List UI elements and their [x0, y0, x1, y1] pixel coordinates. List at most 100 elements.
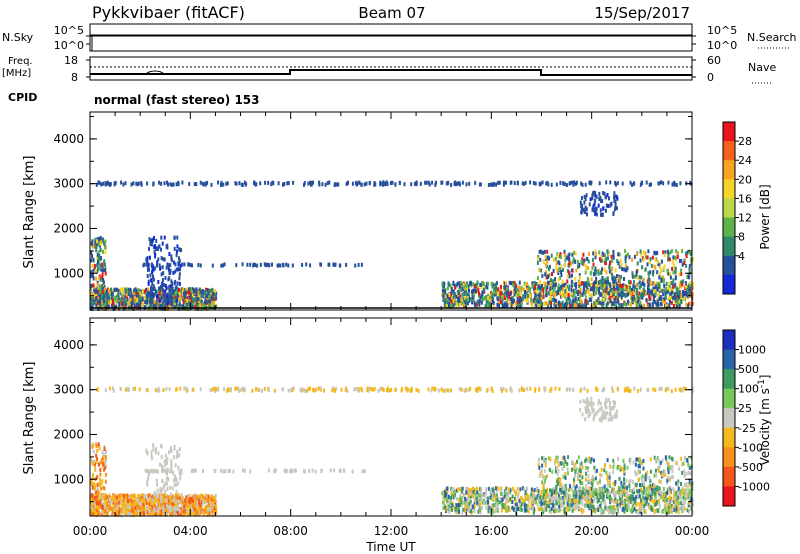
scatter-cell	[639, 249, 642, 254]
scatter-cell	[685, 263, 688, 268]
scatter-cell	[105, 289, 107, 294]
scatter-cell	[220, 263, 223, 268]
scatter-cell	[93, 496, 96, 500]
scatter-cell	[152, 302, 155, 307]
scatter-cell	[671, 259, 674, 264]
scatter-cell	[443, 284, 445, 288]
scatter-cell	[574, 300, 577, 305]
scatter-cell	[675, 287, 678, 292]
scatter-cell	[639, 300, 642, 305]
scatter-cell	[155, 447, 157, 452]
scatter-cell	[685, 254, 688, 259]
scatter-cell	[522, 287, 525, 292]
scatter-cell	[474, 303, 476, 307]
scatter-cell	[617, 261, 620, 266]
scatter-cell	[101, 284, 103, 288]
scatter-cell	[591, 509, 594, 514]
scatter-cell	[587, 266, 590, 271]
scatter-cell	[531, 281, 534, 286]
scatter-cell	[179, 500, 182, 505]
scatter-cell	[161, 265, 164, 270]
scatter-cell	[180, 503, 183, 507]
y-tick-label: 3000	[53, 177, 84, 191]
scatter-cell	[235, 263, 238, 268]
scatter-cell	[635, 252, 638, 256]
scatter-cell	[287, 181, 290, 185]
scatter-cell	[616, 181, 619, 186]
scatter-cell	[102, 299, 105, 304]
scatter-cell	[598, 300, 601, 305]
scatter-cell	[215, 296, 218, 301]
scatter-cell	[596, 286, 599, 291]
scatter-cell	[98, 261, 101, 266]
scatter-cell	[191, 289, 194, 294]
scatter-cell	[125, 496, 128, 500]
scatter-cell	[104, 245, 107, 250]
scatter-cell	[133, 513, 135, 517]
scatter-cell	[691, 510, 694, 515]
scatter-cell	[193, 289, 196, 294]
scatter-cell	[642, 291, 645, 296]
scatter-cell	[457, 487, 459, 492]
scatter-cell	[98, 490, 101, 495]
scatter-cell	[158, 286, 160, 291]
colorbar-frame	[722, 121, 736, 295]
scatter-cell	[100, 495, 103, 500]
scatter-cell	[594, 255, 597, 260]
scatter-cell	[177, 512, 180, 517]
scatter-cell	[606, 488, 609, 493]
scatter-cell	[597, 296, 600, 301]
scatter-cell	[465, 182, 468, 187]
scatter-cell	[107, 508, 110, 513]
scatter-cell	[198, 497, 201, 502]
scatter-cell	[497, 292, 499, 297]
scatter-cell	[134, 497, 137, 501]
scatter-cell	[94, 484, 97, 488]
scatter-cell	[610, 509, 613, 514]
scatter-cell	[162, 282, 165, 287]
scatter-cell	[133, 288, 136, 293]
scatter-cell	[641, 295, 644, 300]
scatter-cell	[541, 273, 544, 278]
scatter-cell	[552, 268, 555, 273]
scatter-cell	[163, 493, 166, 498]
scatter-cell	[528, 287, 531, 292]
scatter-cell	[169, 301, 172, 306]
scatter-cell	[446, 499, 449, 504]
scatter-cell	[621, 303, 624, 308]
scatter-cell	[173, 235, 176, 240]
freq-trace	[90, 69, 692, 76]
scatter-cell	[104, 499, 107, 504]
scatter-cell	[167, 304, 170, 309]
scatter-cell	[166, 263, 169, 268]
scatter-cell	[654, 251, 657, 256]
scatter-cell	[621, 267, 624, 272]
scatter-cell	[351, 181, 354, 186]
scatter-cell	[566, 302, 569, 307]
scatter-cell	[169, 268, 172, 273]
scatter-cell	[544, 272, 547, 277]
scatter-cell	[95, 506, 98, 511]
scatter-cell	[456, 302, 458, 307]
scatter-cell	[312, 180, 314, 185]
scatter-cell	[157, 257, 160, 262]
scatter-cell	[128, 494, 131, 499]
scatter-cell	[583, 194, 586, 199]
scatter-cell	[663, 253, 666, 258]
scatter-cell	[104, 507, 107, 512]
scatter-cell	[131, 300, 133, 305]
scatter-cell	[584, 295, 587, 300]
scatter-cell	[141, 507, 144, 512]
scatter-cell	[91, 300, 94, 305]
scatter-cell	[610, 254, 613, 259]
scatter-cell	[165, 300, 168, 305]
scatter-cell	[103, 466, 106, 471]
scatter-cell	[202, 512, 205, 517]
scatter-cell	[197, 290, 200, 295]
scatter-cell	[122, 493, 125, 498]
scatter-cell	[130, 494, 133, 499]
scatter-cell	[145, 505, 148, 510]
scatter-cell	[97, 242, 100, 247]
scatter-cell	[161, 278, 164, 282]
